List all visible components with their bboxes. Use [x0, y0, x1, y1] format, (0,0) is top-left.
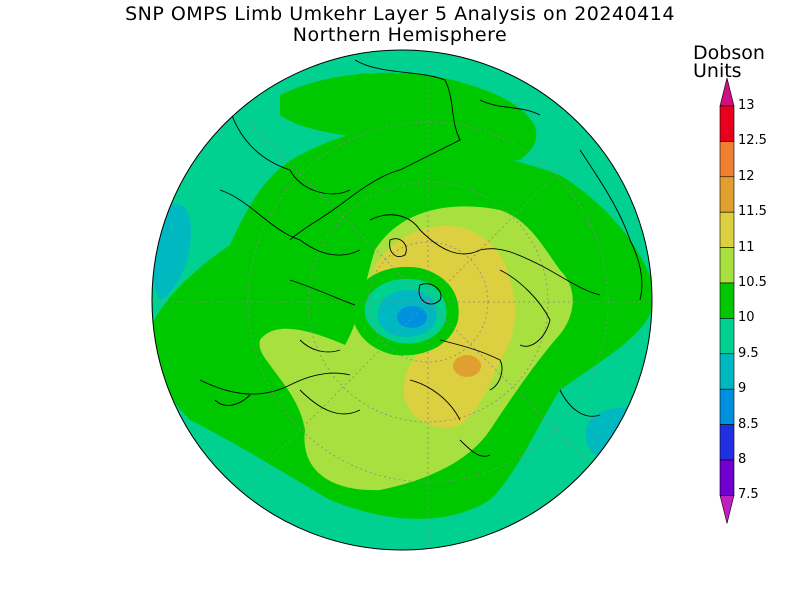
colorbar-segment [719, 318, 735, 355]
contour-10-north [280, 72, 537, 161]
colorbar-tick-label: 8.5 [738, 416, 759, 432]
colorbar-tick-label: 13 [738, 98, 755, 113]
colorbar-tick-label: 10.5 [738, 275, 767, 290]
map-subtitle: Northern Hemisphere [292, 24, 508, 46]
coastlines [199, 59, 643, 457]
colorbar-segment [719, 176, 735, 213]
units-label-line1: Dobson [693, 42, 765, 64]
colorbar-segment [719, 459, 735, 496]
colorbar-tick-label: 11.5 [738, 204, 767, 220]
colorbar-tick-label: 12.5 [738, 133, 767, 149]
units-label-line2: Units [693, 60, 742, 82]
colorbar-segment [719, 424, 735, 461]
ozone-field [152, 50, 652, 550]
contour-8-5-min [397, 306, 427, 328]
colorbar-over-triangle [719, 77, 735, 107]
colorbar-segment [719, 141, 735, 178]
colorbar-tick-label: 9 [738, 381, 747, 397]
colorbar-segment [719, 353, 735, 390]
colorbar-tick-label: 11 [738, 239, 755, 255]
colorbar-tick-label: 7.5 [738, 487, 759, 503]
colorbar-under-triangle [719, 495, 735, 524]
colorbar-segment [719, 247, 735, 284]
colorbar-segment [719, 282, 735, 319]
map-border [151, 49, 653, 551]
colorbar-segment [719, 211, 735, 248]
colorbar-tick-label: 10 [738, 310, 755, 326]
colorbar-segment [719, 105, 735, 142]
colorbar-tick-label: 12 [738, 168, 755, 184]
map-title: SNP OMPS Limb Umkehr Layer 5 Analysis on… [125, 3, 675, 25]
colorbar-tick-label: 9.5 [738, 345, 759, 361]
colorbar-tick-label: 8 [738, 452, 747, 467]
colorbar-segment [719, 388, 735, 425]
contour-11-5-max [453, 355, 481, 377]
graticule [152, 50, 652, 550]
